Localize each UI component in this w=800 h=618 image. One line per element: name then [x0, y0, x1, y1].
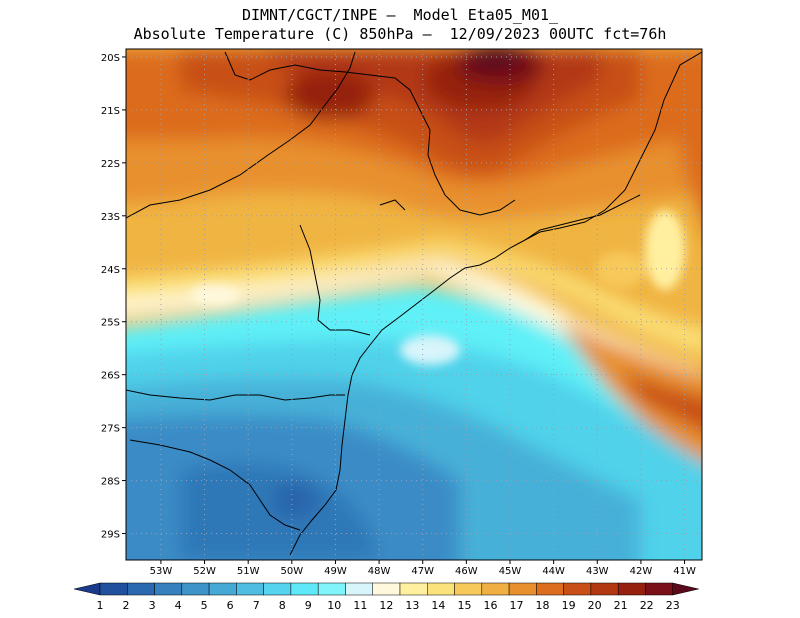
colorbar-swatch [427, 582, 455, 596]
map-title-line-2: Absolute Temperature (C) 850hPa – 12/09/… [133, 25, 667, 43]
lon-tick-label: 51W [237, 566, 260, 577]
colorbar-swatch [181, 582, 210, 596]
lat-tick-label: 25S [101, 318, 120, 329]
colorbar-label: 23 [666, 599, 680, 612]
colorbar-label: 22 [640, 599, 654, 612]
map-frame [125, 48, 703, 561]
colorbar-swatch [617, 582, 646, 596]
lon-tick-label: 42W [630, 566, 653, 577]
colorbar-label: 12 [379, 599, 393, 612]
lat-tick-label: 22S [101, 159, 120, 170]
colorbar-label: 14 [431, 599, 445, 612]
lat-tick-label: 21S [101, 106, 120, 117]
colorbar: 1 2 3 4 5 6 7 8 9 10 11 12 13 14 15 16 17 18 19 20 21 22 23 [73, 582, 699, 612]
lon-tick-label: 44W [542, 566, 565, 577]
colorbar-swatch [154, 582, 183, 596]
colorbar-label: 7 [253, 599, 260, 612]
map-title-line-1: DIMNT/CGCT/INPE – Model Eta05_M01_ [241, 6, 559, 24]
colorbar-label: 13 [405, 599, 419, 612]
colorbar-arrow-left [73, 582, 101, 596]
colorbar-label: 1 [97, 599, 104, 612]
lat-tick-label: 24S [101, 265, 120, 276]
lat-tick-label: 27S [101, 424, 120, 435]
colorbar-label: 4 [175, 599, 182, 612]
colorbar-label: 15 [457, 599, 471, 612]
colorbar-swatch [536, 582, 564, 596]
colorbar-label: 21 [614, 599, 628, 612]
colorbar-label: 6 [227, 599, 234, 612]
colorbar-label: 10 [327, 599, 341, 612]
lon-tick-label: 49W [324, 566, 347, 577]
colorbar-swatch [508, 582, 537, 596]
lat-tick-label: 23S [101, 212, 120, 223]
latitude-axis: 20S 21S 22S 23S 24S 25S 26S 27S 28S 29S [101, 53, 126, 541]
graticule [126, 49, 702, 560]
lat-tick-label: 20S [101, 53, 120, 64]
temperature-field [126, 49, 702, 560]
coastline-and-borders [126, 51, 702, 556]
colorbar-label: 20 [588, 599, 602, 612]
colorbar-label: 18 [536, 599, 550, 612]
colorbar-swatch [317, 582, 346, 596]
lat-tick-label: 26S [101, 371, 120, 382]
colorbar-swatch [372, 582, 401, 596]
colorbar-swatch [481, 582, 510, 596]
colorbar-label: 8 [279, 599, 286, 612]
colorbar-label: 17 [510, 599, 524, 612]
colorbar-swatch [399, 582, 428, 596]
lat-tick-label: 28S [101, 477, 120, 488]
colorbar-label: 9 [305, 599, 312, 612]
colorbar-label: 11 [353, 599, 367, 612]
colorbar-arrow-right [672, 582, 699, 596]
colorbar-swatch [563, 582, 592, 596]
lat-tick-label: 29S [101, 530, 120, 541]
colorbar-swatch [290, 582, 319, 596]
lon-tick-label: 41W [673, 566, 696, 577]
colorbar-label: 3 [149, 599, 156, 612]
lon-tick-label: 53W [150, 566, 173, 577]
colorbar-label: 2 [123, 599, 130, 612]
lon-tick-label: 47W [411, 566, 434, 577]
colorbar-swatch [454, 582, 483, 596]
colorbar-swatch [127, 582, 155, 596]
colorbar-label: 5 [201, 599, 208, 612]
colorbar-swatch [236, 582, 264, 596]
lon-tick-label: 50W [281, 566, 304, 577]
colorbar-swatch [590, 582, 619, 596]
lon-tick-label: 52W [193, 566, 216, 577]
colorbar-label: 16 [483, 599, 497, 612]
lon-tick-label: 46W [455, 566, 478, 577]
longitude-axis: 53W 52W 51W 50W 49W 48W 47W 46W 45W 44W 43W 42W 41W [150, 560, 696, 577]
colorbar-swatch [645, 582, 673, 596]
colorbar-swatch [263, 582, 292, 596]
colorbar-swatch [208, 582, 237, 596]
colorbar-swatch [345, 582, 373, 596]
colorbar-label: 19 [562, 599, 576, 612]
lon-tick-label: 48W [368, 566, 391, 577]
lon-tick-label: 45W [499, 566, 522, 577]
colorbar-swatch [99, 582, 128, 596]
lon-tick-label: 43W [586, 566, 609, 577]
